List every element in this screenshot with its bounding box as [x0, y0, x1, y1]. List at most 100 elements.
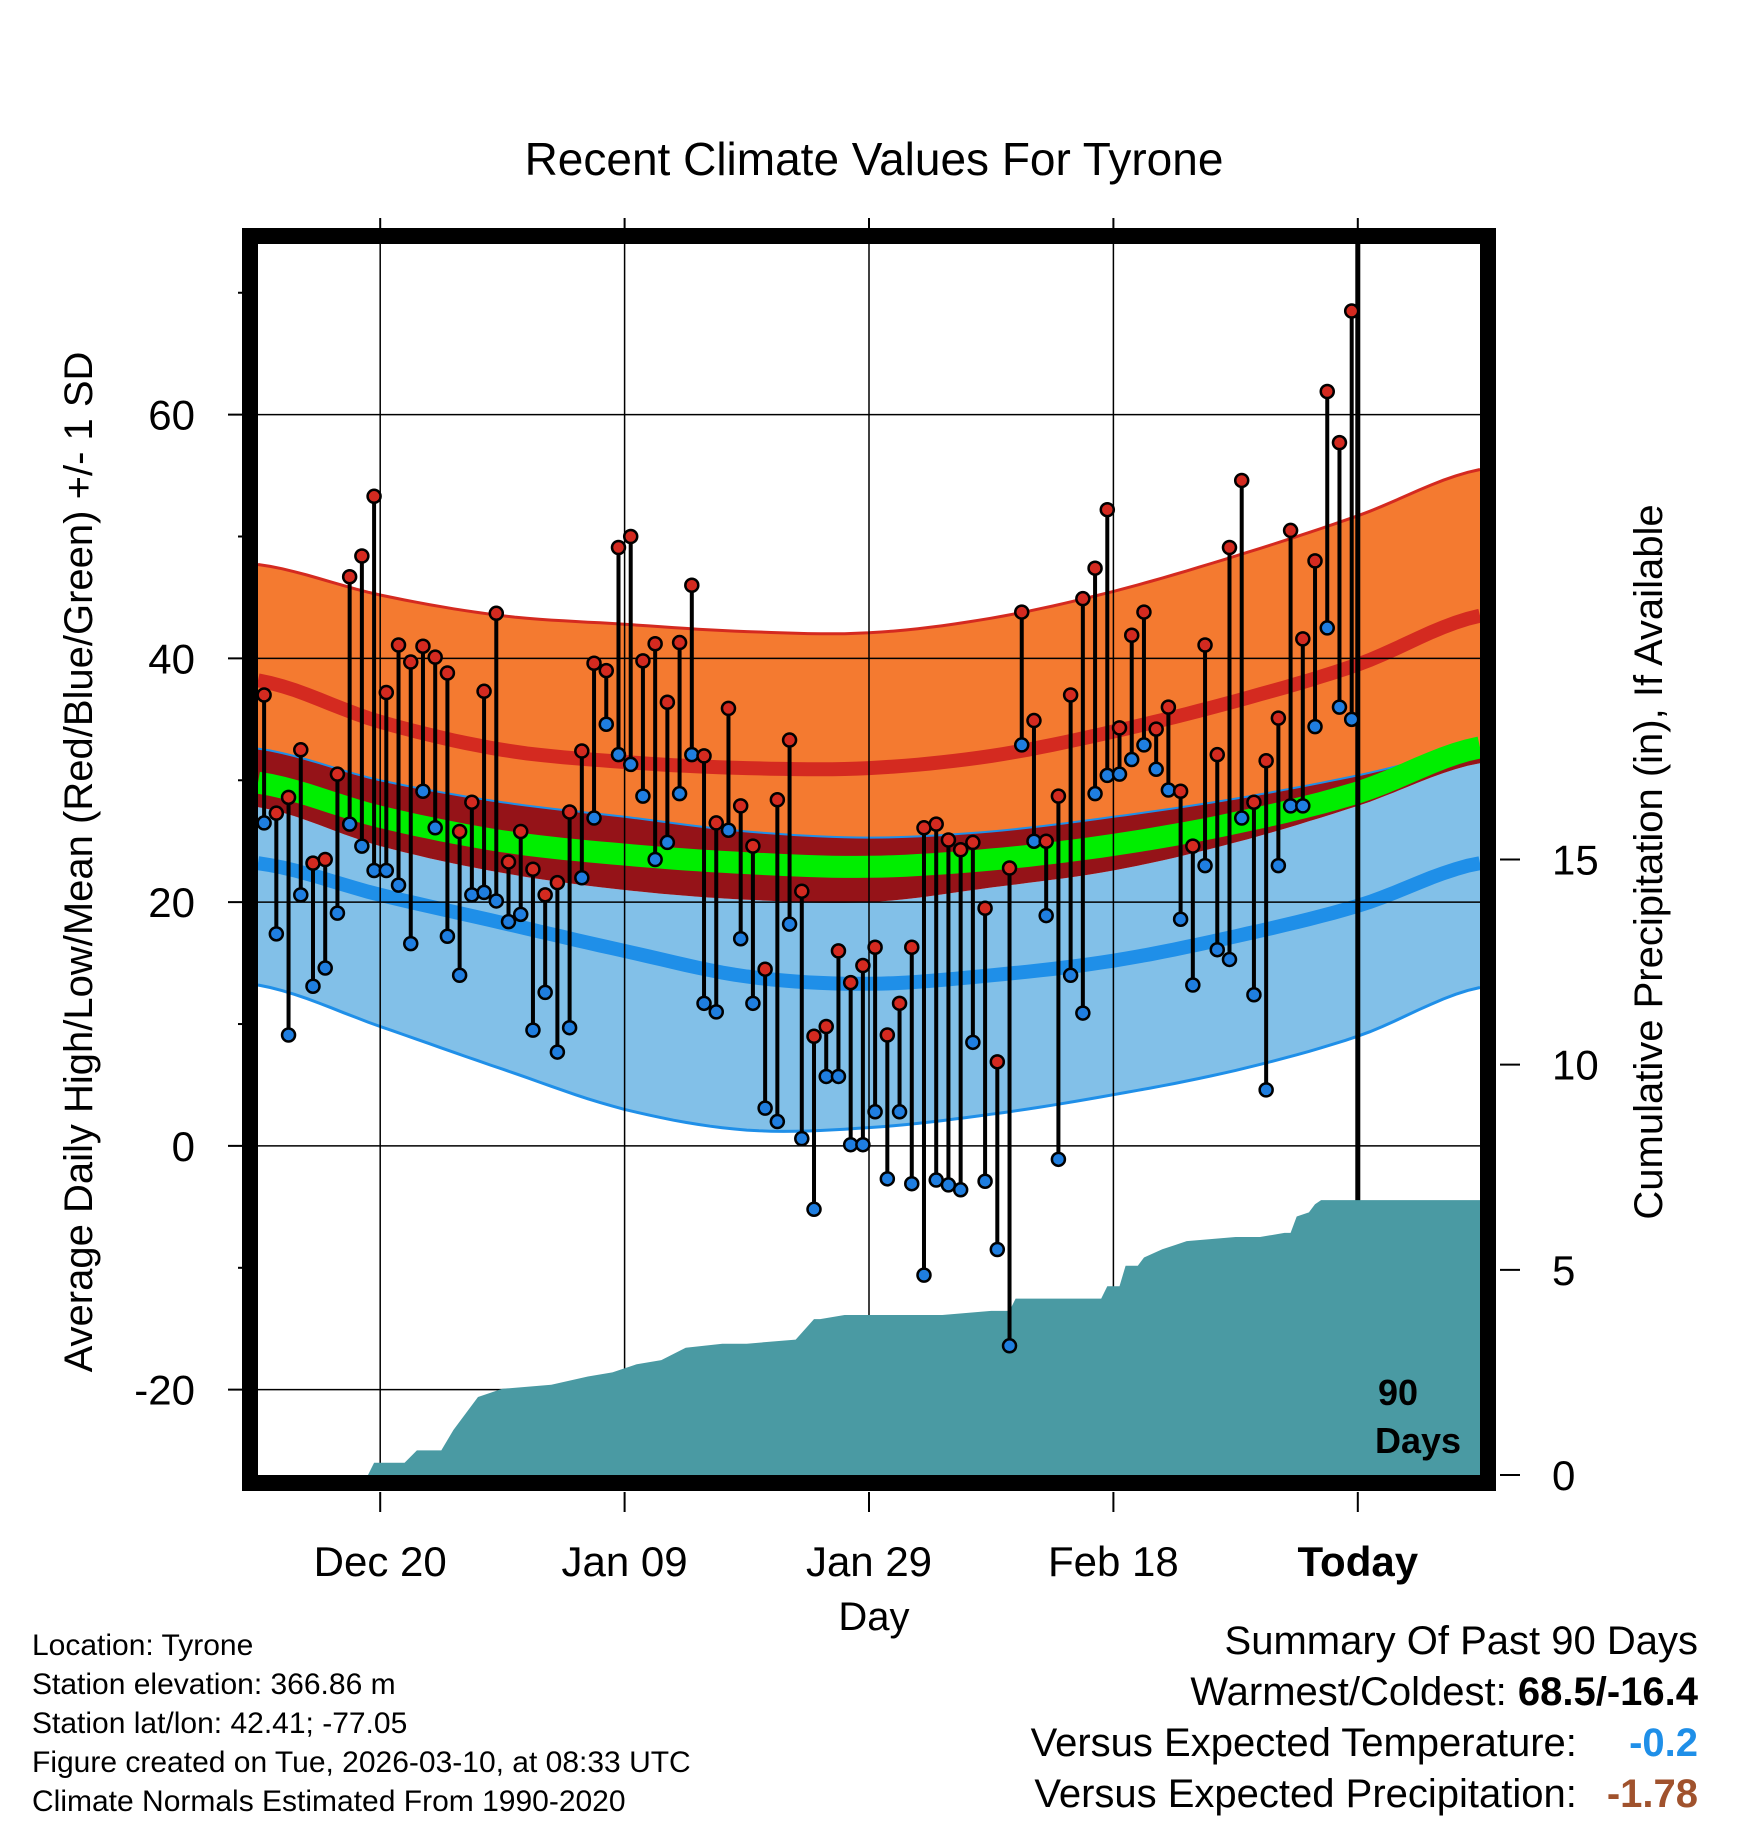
low-point [977, 1173, 993, 1190]
low-point [293, 887, 309, 903]
y-tick-label: -20 [134, 1367, 195, 1414]
low-point [1038, 907, 1054, 924]
low-point [341, 816, 358, 832]
x-tick-label: Dec 20 [314, 1538, 447, 1585]
low-point [574, 870, 590, 886]
high-point [1270, 710, 1287, 726]
low-point [561, 1019, 578, 1036]
info-latlon: Station lat/lon: 42.41; -77.05 [32, 1707, 408, 1740]
high-point [1319, 383, 1335, 400]
low-point [1172, 911, 1189, 927]
low-point [1246, 987, 1262, 1003]
low-point [965, 1034, 981, 1051]
low-point [1136, 737, 1152, 753]
high-point [500, 854, 517, 870]
low-point [500, 913, 517, 930]
high-point [512, 823, 529, 840]
high-point [867, 939, 883, 956]
high-point [451, 823, 468, 840]
low-point [708, 1004, 724, 1020]
low-point [1233, 810, 1250, 826]
low-point [952, 1182, 969, 1198]
high-point [1197, 637, 1213, 653]
low-point [757, 1100, 773, 1116]
low-point [781, 916, 798, 932]
low-point [1270, 857, 1287, 874]
low-point [1014, 737, 1030, 753]
high-point [341, 568, 358, 585]
high-point [598, 662, 615, 679]
high-point [647, 636, 663, 652]
low-point [415, 783, 431, 799]
high-point [952, 841, 969, 858]
low-point [1197, 857, 1213, 874]
high-point [427, 649, 443, 665]
low-point [305, 978, 321, 995]
axes: -20 0 20 40 60 Dec 20 Jan 09 Jan 29 Feb 18 Today 0… [134, 218, 1599, 1585]
high-point [635, 653, 651, 669]
low-point [378, 862, 395, 879]
low-point [696, 995, 712, 1012]
high-point [1148, 721, 1164, 737]
info-created: Figure created on Tue, 2026-03-10, at 08… [32, 1746, 691, 1779]
high-point [1343, 303, 1360, 319]
x-tick-label: Jan 09 [562, 1538, 688, 1585]
low-point [916, 1267, 932, 1283]
warmest-coldest-value: 68.5/-16.4 [1517, 1670, 1698, 1714]
low-point [1099, 767, 1116, 784]
y2-tick-label: 5 [1552, 1247, 1575, 1294]
high-point [732, 798, 749, 814]
high-point [1001, 860, 1018, 876]
low-point [1062, 967, 1079, 984]
low-point [647, 851, 663, 868]
high-point [586, 655, 602, 672]
high-point [1221, 539, 1238, 556]
high-point [1111, 720, 1128, 736]
high-point [855, 957, 871, 974]
high-point [720, 700, 737, 717]
high-point [549, 874, 566, 891]
high-point [464, 794, 480, 810]
high-point [757, 961, 773, 977]
low-point [830, 1068, 847, 1085]
low-point [855, 1136, 871, 1153]
daily-stems [262, 311, 1354, 1346]
low-point [1209, 941, 1226, 958]
low-point [891, 1104, 908, 1120]
low-point [1075, 1005, 1091, 1021]
high-point [280, 789, 297, 806]
y2-tick-label: 10 [1552, 1042, 1599, 1089]
low-point [1111, 766, 1128, 782]
high-point [317, 851, 333, 868]
x-tick-label: Today [1298, 1538, 1419, 1585]
chart-title: Recent Climate Values For Tyrone [525, 133, 1224, 185]
high-point [1246, 794, 1262, 810]
warmest-coldest-label: Warmest/Coldest: [1190, 1670, 1507, 1714]
x-tick-label: Jan 29 [806, 1538, 932, 1585]
high-point [1075, 590, 1091, 607]
high-point [293, 742, 309, 758]
summary-temp: Versus Expected Temperature: -0.2 [1031, 1718, 1698, 1769]
y2-axis-title: Cumulative Precipitation (in), If Availa… [1627, 504, 1671, 1219]
high-point [928, 816, 944, 832]
high-point [1136, 604, 1152, 620]
precip-departure-label: Versus Expected Precipitation: [1034, 1772, 1577, 1816]
high-point [989, 1054, 1006, 1070]
low-point [659, 834, 676, 851]
low-point [671, 785, 688, 802]
low-point [586, 810, 602, 826]
y2-tick-label: 0 [1552, 1452, 1575, 1499]
summary-panel: Summary Of Past 90 Days Warmest/Coldest:… [1031, 1616, 1698, 1820]
low-point [720, 822, 737, 838]
high-point [256, 687, 272, 703]
low-point [769, 1113, 786, 1130]
low-point [1160, 782, 1177, 798]
high-point [818, 1018, 834, 1035]
low-point [354, 838, 370, 854]
high-point [415, 638, 431, 654]
low-point [794, 1130, 810, 1147]
low-point [390, 877, 407, 893]
summary-precip: Versus Expected Precipitation: -1.78 [1031, 1769, 1698, 1820]
high-point [574, 743, 590, 759]
